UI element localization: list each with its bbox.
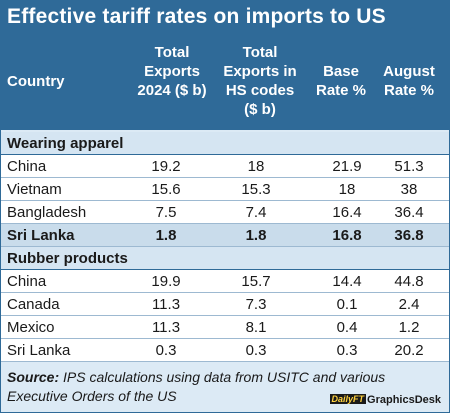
credit-text: GraphicsDesk <box>367 394 441 406</box>
header-hs-exports-line: HS codes <box>225 82 295 99</box>
header-country-label: Country <box>7 73 65 90</box>
cell-total-exports: 7.5 <box>155 204 177 221</box>
table-row: Bangladesh 7.5 7.4 16.4 36.4 <box>1 201 449 224</box>
cell-base-rate: 0.1 <box>336 296 358 313</box>
header-base-rate-line: Base <box>323 63 359 80</box>
cell-august-rate: 38 <box>400 181 418 198</box>
header-hs-exports-line: Exports in <box>223 63 297 80</box>
section-divider <box>1 154 449 155</box>
cell-country: China <box>7 273 47 290</box>
cell-total-exports: 0.3 <box>155 342 177 359</box>
section-heading-wearing-apparel: Wearing apparel <box>1 132 449 154</box>
header-total-exports-line: 2024 ($ b) <box>137 82 207 99</box>
cell-total-exports: 11.3 <box>151 296 181 313</box>
source-label: Source: <box>7 369 60 385</box>
header-august-rate: August Rate % <box>375 62 443 100</box>
cell-hs-exports: 0.3 <box>245 342 267 359</box>
source-note: Source: IPS calculations using data from… <box>7 368 437 406</box>
header-country: Country <box>7 72 65 91</box>
title-bar: Effective tariff rates on imports to US <box>1 1 449 34</box>
cell-august-rate: 36.4 <box>394 204 424 221</box>
cell-hs-exports: 18 <box>247 158 265 175</box>
header-total-exports: Total Exports 2024 ($ b) <box>133 43 211 100</box>
cell-hs-exports: 15.3 <box>241 181 271 198</box>
cell-august-rate: 2.4 <box>398 296 420 313</box>
cell-hs-exports: 7.3 <box>245 296 267 313</box>
cell-hs-exports: 1.8 <box>245 227 267 244</box>
header-august-rate-line: August <box>383 63 435 80</box>
cell-country: Sri Lanka <box>7 227 75 244</box>
table-row: Canada 11.3 7.3 0.1 2.4 <box>1 293 449 316</box>
section-heading-rubber-products: Rubber products <box>1 247 449 269</box>
dailyft-logo-icon: DailyFT <box>329 394 367 404</box>
cell-country: Mexico <box>7 319 55 336</box>
cell-total-exports: 11.3 <box>151 319 181 336</box>
cell-country: Vietnam <box>7 181 62 198</box>
header-base-rate-line: Rate % <box>315 82 367 99</box>
cell-total-exports: 1.8 <box>155 227 177 244</box>
cell-base-rate: 16.8 <box>332 227 362 244</box>
table-row: Vietnam 15.6 15.3 18 38 <box>1 178 449 201</box>
header-hs-exports: Total Exports in HS codes ($ b) <box>217 43 303 119</box>
cell-base-rate: 0.3 <box>336 342 358 359</box>
cell-country: Sri Lanka <box>7 342 71 359</box>
cell-base-rate: 14.4 <box>332 273 362 290</box>
header-hs-exports-line: ($ b) <box>244 101 276 118</box>
cell-total-exports: 15.6 <box>151 181 181 198</box>
section-divider <box>1 269 449 270</box>
header-hs-exports-line: Total <box>242 44 278 61</box>
page-title: Effective tariff rates on imports to US <box>7 5 386 28</box>
cell-country: Canada <box>7 296 60 313</box>
table-row-highlighted: Sri Lanka 1.8 1.8 16.8 36.8 <box>1 224 449 247</box>
cell-august-rate: 51.3 <box>394 158 424 175</box>
cell-hs-exports: 8.1 <box>245 319 267 336</box>
cell-august-rate: 20.2 <box>394 342 424 359</box>
section-label: Wearing apparel <box>7 135 124 152</box>
table-header: Country Total Exports 2024 ($ b) Total E… <box>1 34 449 130</box>
header-august-rate-line: Rate % <box>383 82 435 99</box>
table-row: Sri Lanka 0.3 0.3 0.3 20.2 <box>1 339 449 362</box>
cell-base-rate: 16.4 <box>332 204 362 221</box>
cell-august-rate: 1.2 <box>398 319 420 336</box>
table-row: China 19.2 18 21.9 51.3 <box>1 155 449 178</box>
table-row: Mexico 11.3 8.1 0.4 1.2 <box>1 316 449 339</box>
cell-hs-exports: 15.7 <box>241 273 271 290</box>
cell-august-rate: 44.8 <box>394 273 424 290</box>
cell-base-rate: 0.4 <box>336 319 358 336</box>
cell-base-rate: 21.9 <box>332 158 362 175</box>
cell-country: Bangladesh <box>7 204 87 221</box>
section-label: Rubber products <box>7 250 128 267</box>
cell-country: China <box>7 158 47 175</box>
cell-total-exports: 19.9 <box>151 273 181 290</box>
source-text: IPS calculations using data from USITC a… <box>7 369 386 404</box>
header-base-rate: Base Rate % <box>311 62 371 100</box>
cell-hs-exports: 7.4 <box>245 204 267 221</box>
graphics-credit: DailyFT GraphicsDesk <box>329 394 441 408</box>
table-row: China 19.9 15.7 14.4 44.8 <box>1 270 449 293</box>
cell-base-rate: 18 <box>338 181 356 198</box>
cell-august-rate: 36.8 <box>394 227 424 244</box>
header-total-exports-line: Exports <box>144 63 200 80</box>
header-total-exports-line: Total <box>154 44 190 61</box>
cell-total-exports: 19.2 <box>151 158 181 175</box>
